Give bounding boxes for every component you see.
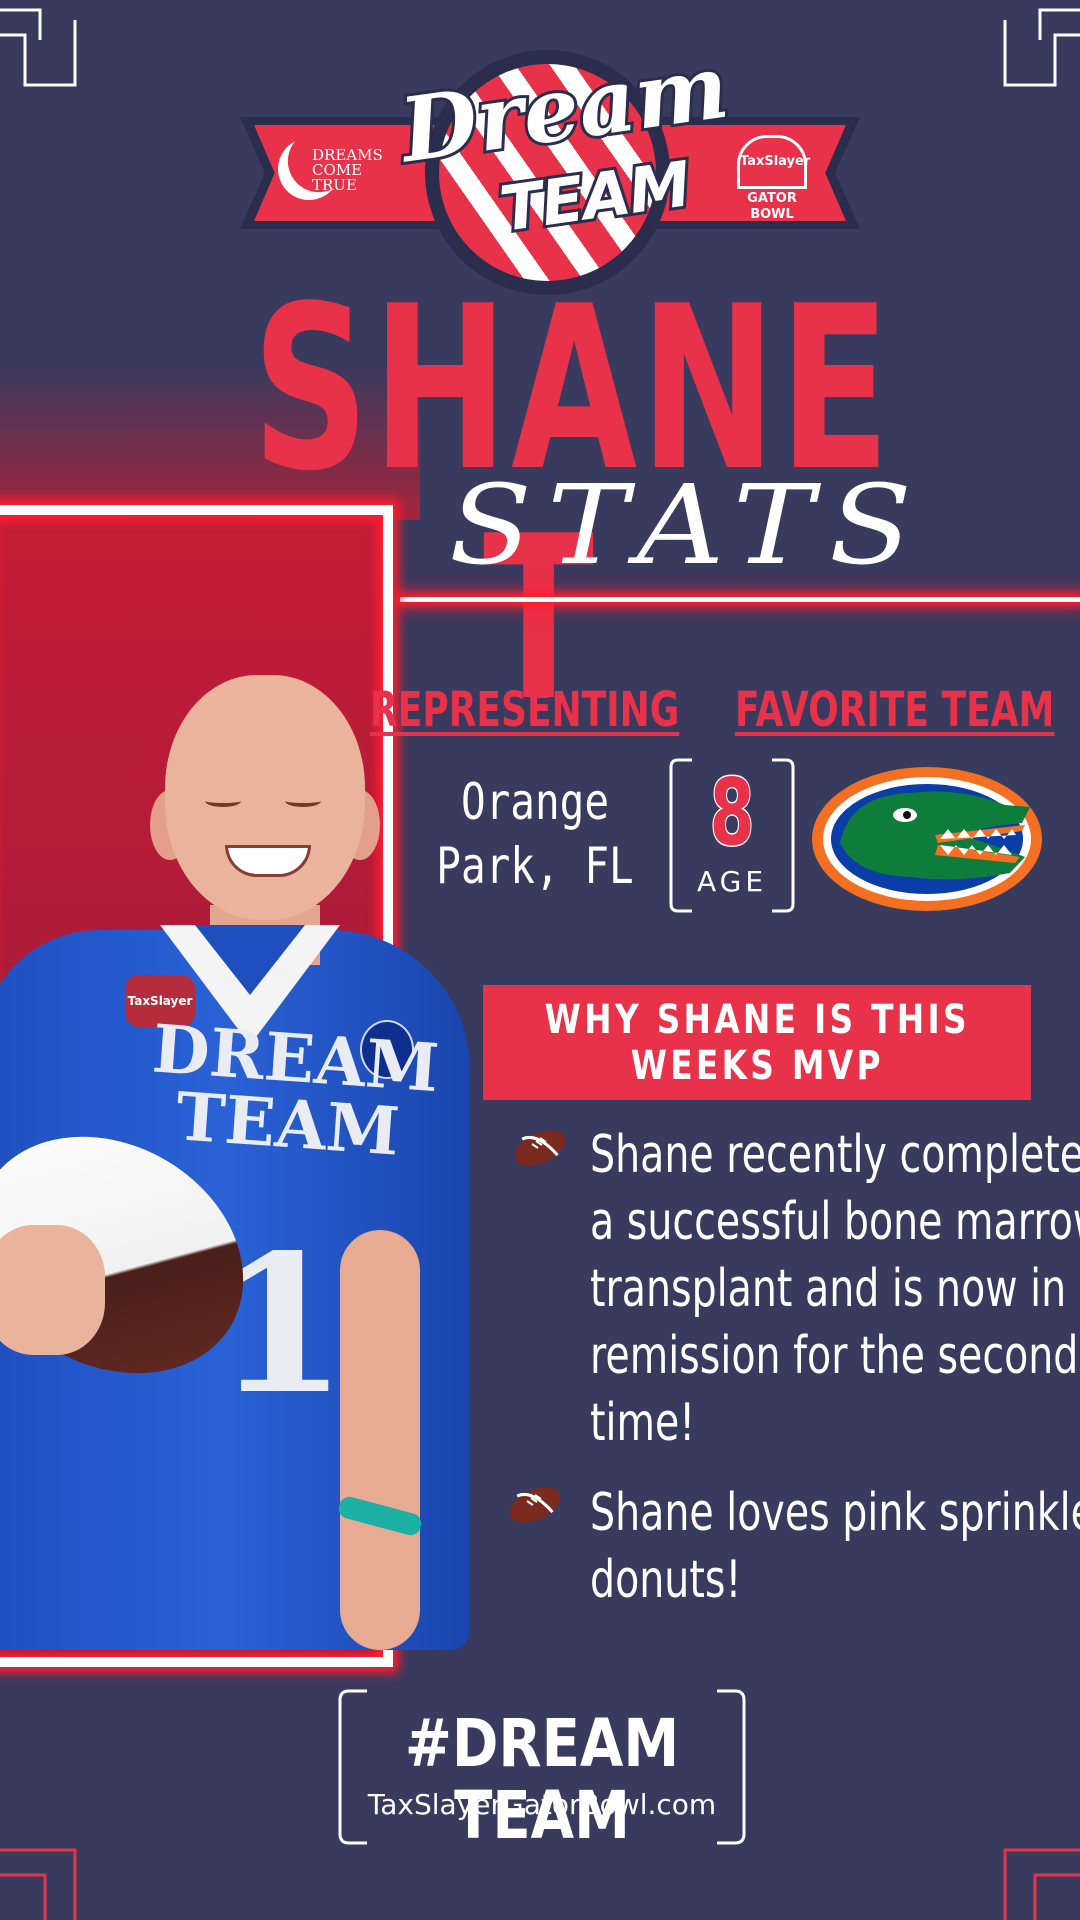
jersey-patch: TaxSlayer: [125, 975, 195, 1027]
corner-bracket-top-right: [1003, 8, 1080, 87]
smile: [225, 845, 311, 877]
glow-divider: [400, 597, 1080, 602]
player-photo: TaxSlayer DREAM TEAM 1: [0, 670, 480, 1660]
jersey-line-2: TEAM: [173, 1077, 402, 1171]
mvp-heading: WHY SHANE IS THIS WEEKS MVP: [544, 996, 970, 1089]
jersey-lettering: DREAM TEAM: [146, 1009, 441, 1171]
stats-subtitle: STATS: [449, 461, 928, 589]
hashtag-text: #DREAM TEAM: [404, 1705, 680, 1854]
football-icon: [509, 1487, 561, 1523]
gator-bowl-badge: TaxSlayer GATOR BOWL: [727, 135, 817, 225]
corner-bracket-top-left: [0, 8, 77, 87]
stadium-icon: TaxSlayer: [737, 135, 811, 189]
mvp-bullet-1: Shane recently completed a successful bo…: [590, 1125, 1080, 1453]
corner-bracket-bottom-left: [0, 1848, 77, 1920]
football-icon: [514, 1130, 566, 1166]
jersey-patch-logo: [360, 1020, 414, 1079]
dream-team-logo: DREAMS COME TRUE Dream TEAM TaxSlayer GA…: [240, 1, 860, 344]
player-face: [165, 675, 365, 920]
age-bracket: [669, 758, 795, 913]
location-text: Orange Park, FL: [436, 773, 634, 895]
favorite-team-label: FAVORITE TEAM: [735, 682, 1055, 738]
mvp-heading-banner: WHY SHANE IS THIS WEEKS MVP: [483, 985, 1031, 1100]
arm-right: [340, 1230, 420, 1650]
red-glow-backdrop: [0, 360, 420, 520]
footer-hashtag-box: #DREAM TEAM TaxSlayerGatorBowl.com: [337, 1688, 747, 1852]
corner-bracket-bottom-right: [1003, 1848, 1080, 1920]
florida-gators-logo: [812, 767, 1042, 911]
age-value: 8: [709, 759, 756, 866]
footer-bracket: [338, 1689, 746, 1845]
hand: [0, 1225, 105, 1355]
website-link[interactable]: TaxSlayerGatorBowl.com: [367, 1788, 717, 1821]
age-box: 8 AGE: [668, 757, 796, 914]
eye-right: [285, 795, 321, 807]
badge-brand: TaxSlayer: [740, 154, 811, 169]
badge-event: GATOR BOWL: [747, 191, 797, 222]
player-name-title: SHANE T: [252, 258, 894, 751]
mvp-bullet-2: Shane loves pink sprinkle donuts!: [590, 1483, 1080, 1610]
dreams-come-true-badge: DREAMS COME TRUE: [312, 146, 383, 194]
age-label: AGE: [696, 865, 768, 898]
eye-left: [205, 795, 241, 807]
representing-label: REPRESENTING: [370, 682, 680, 738]
